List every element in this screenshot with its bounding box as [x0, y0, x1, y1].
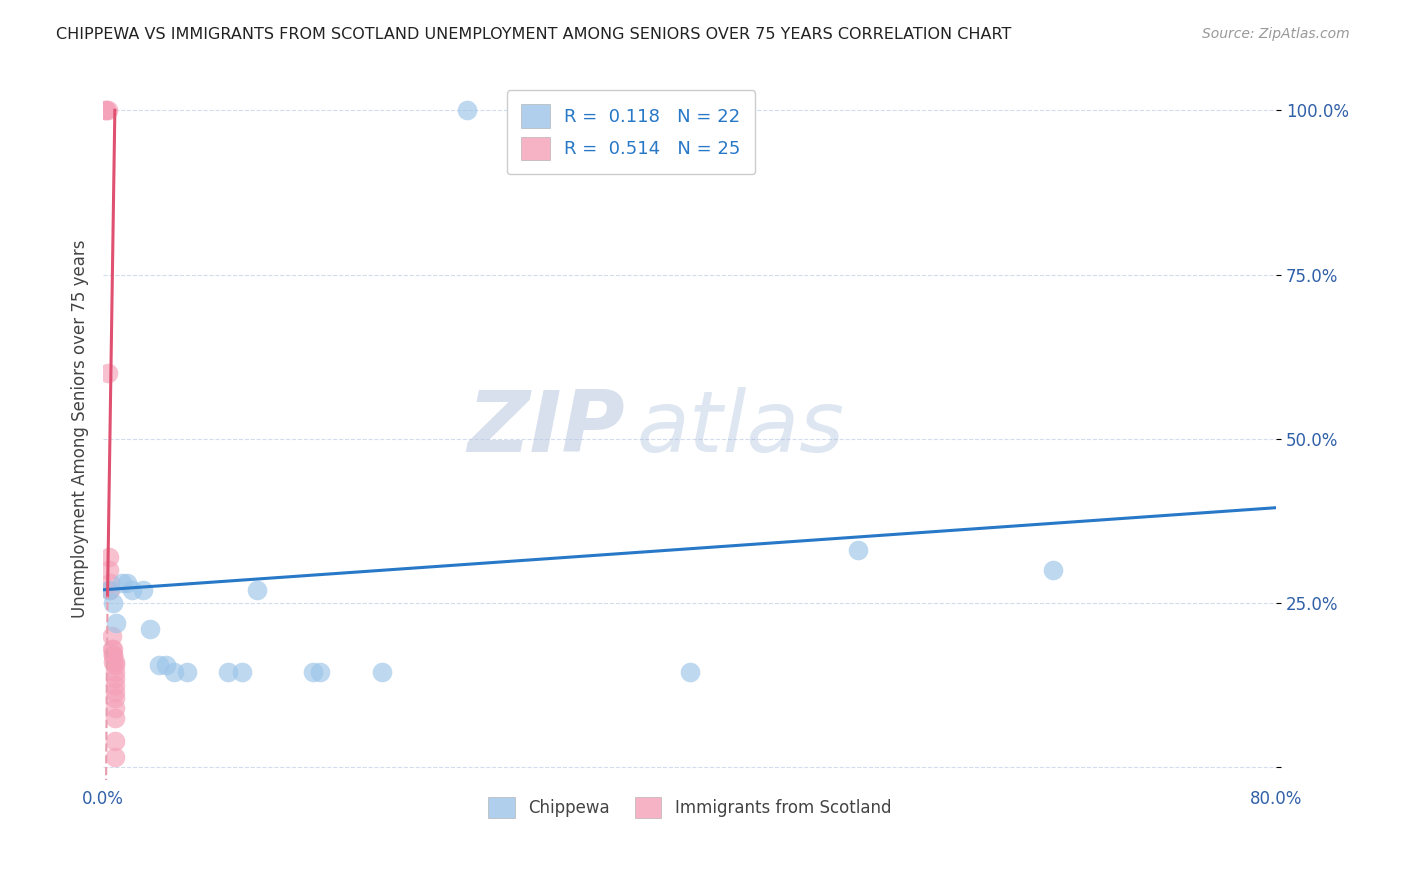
Text: ZIP: ZIP [467, 387, 626, 470]
Point [1042, 563, 1064, 577]
Point [104, 658, 127, 673]
Point [139, 622, 162, 636]
Point [678, 665, 700, 679]
Point [96, 103, 118, 118]
Point [101, 641, 124, 656]
Point [93, 103, 115, 118]
Point [115, 576, 138, 591]
Point [217, 665, 239, 679]
Point [105, 615, 128, 630]
Y-axis label: Unemployment Among Seniors over 75 years: Unemployment Among Seniors over 75 years [72, 240, 89, 618]
Point [100, 582, 122, 597]
Point [100, 576, 122, 591]
Point [155, 658, 177, 673]
Point [104, 672, 127, 686]
Point [370, 665, 392, 679]
Point [104, 711, 127, 725]
Point [94, 103, 117, 118]
Point [162, 665, 184, 679]
Point [104, 701, 127, 715]
Point [104, 665, 127, 679]
Point [246, 582, 269, 597]
Point [104, 678, 127, 692]
Legend: Chippewa, Immigrants from Scotland: Chippewa, Immigrants from Scotland [481, 790, 898, 825]
Point [121, 582, 143, 597]
Point [456, 103, 478, 118]
Point [101, 629, 124, 643]
Point [103, 648, 125, 663]
Text: Source: ZipAtlas.com: Source: ZipAtlas.com [1202, 27, 1350, 41]
Point [104, 691, 127, 706]
Point [103, 655, 125, 669]
Point [104, 655, 127, 669]
Point [231, 665, 253, 679]
Point [104, 734, 127, 748]
Point [309, 665, 332, 679]
Point [132, 582, 155, 597]
Point [176, 665, 198, 679]
Point [98, 582, 121, 597]
Point [96, 366, 118, 380]
Point [104, 684, 127, 698]
Point [103, 648, 125, 663]
Point [148, 658, 170, 673]
Point [98, 549, 121, 564]
Point [104, 750, 127, 764]
Text: atlas: atlas [637, 387, 845, 470]
Point [98, 563, 121, 577]
Text: CHIPPEWA VS IMMIGRANTS FROM SCOTLAND UNEMPLOYMENT AMONG SENIORS OVER 75 YEARS CO: CHIPPEWA VS IMMIGRANTS FROM SCOTLAND UNE… [56, 27, 1011, 42]
Point [301, 665, 323, 679]
Point [103, 596, 125, 610]
Point [846, 543, 869, 558]
Point [111, 576, 134, 591]
Point [103, 641, 125, 656]
